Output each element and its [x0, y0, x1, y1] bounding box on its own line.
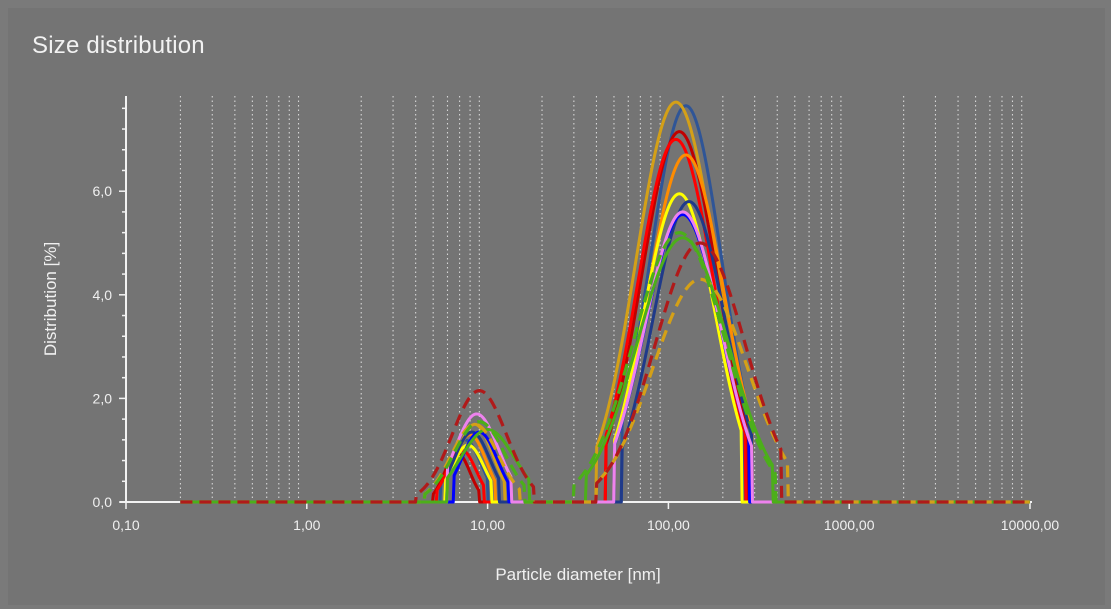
x-axis-title: Particle diameter [nm]	[495, 565, 660, 584]
axes	[119, 96, 1032, 509]
y-tick-label: 0,0	[93, 494, 113, 510]
y-tick-label: 6,0	[93, 183, 113, 199]
grid-lines	[179, 96, 1023, 502]
y-tick-label: 4,0	[93, 287, 113, 303]
series-line-13	[179, 241, 1031, 504]
data-series	[179, 100, 1031, 504]
x-tick-label: 10000,00	[1001, 517, 1060, 533]
x-tick-label: 1,00	[293, 517, 320, 533]
size-distribution-chart: 0,0 2,0 4,0 6,0 0,10 1,00 10,00 100,00 1000,00 10…	[41, 96, 1059, 584]
x-tick-label: 10,00	[470, 517, 505, 533]
axis-labels: 0,0 2,0 4,0 6,0 0,10 1,00 10,00 100,00 1000,00 10…	[41, 183, 1059, 584]
y-axis-title: Distribution [%]	[41, 242, 60, 356]
chart-title: Size distribution	[32, 32, 205, 59]
y-tick-label: 2,0	[93, 390, 113, 406]
x-tick-label: 1000,00	[824, 517, 875, 533]
x-tick-label: 0,10	[112, 517, 139, 533]
x-tick-label: 100,00	[647, 517, 690, 533]
chart-panel: Size distribution 0,0 2,0 4,0 6,0 0,10 1,00 10…	[8, 8, 1105, 605]
series-line-4	[179, 137, 1031, 504]
